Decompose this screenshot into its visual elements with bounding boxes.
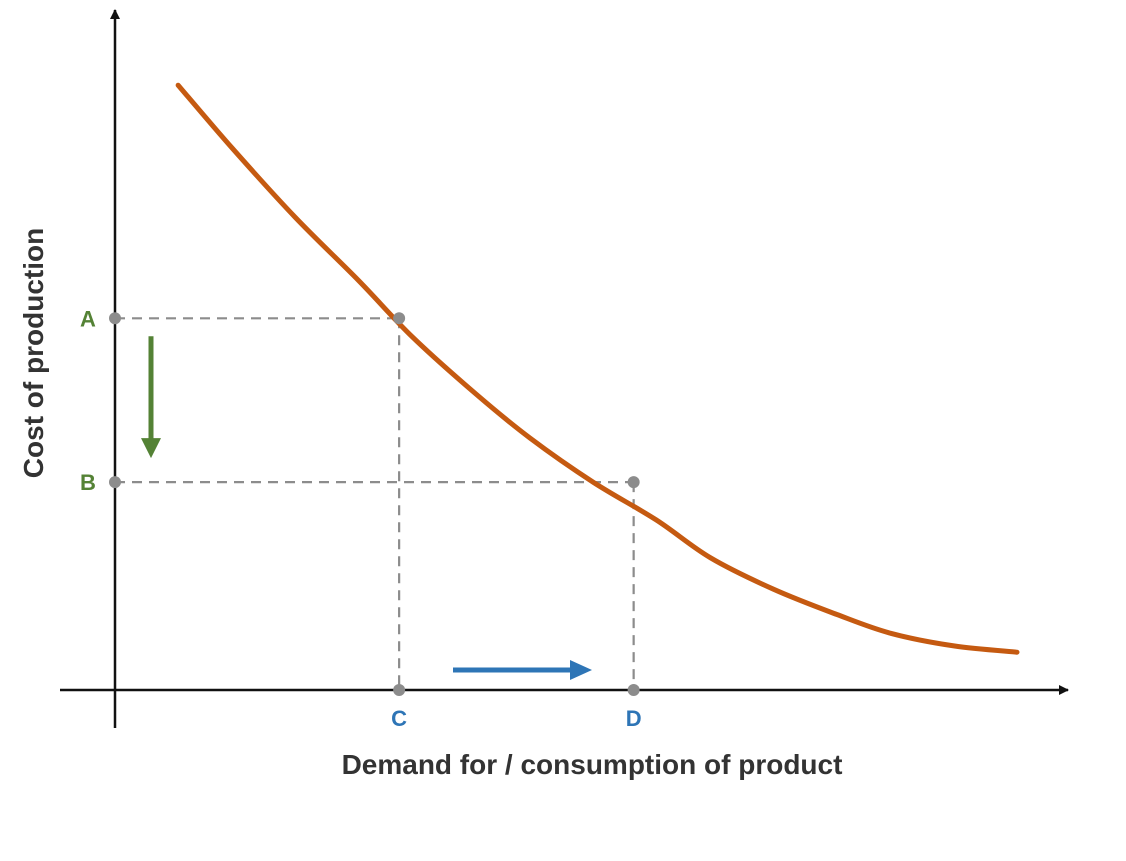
curve-point-bd <box>627 476 640 489</box>
y-axis-point-a <box>109 312 121 325</box>
trend-arrows <box>141 336 592 680</box>
axes <box>60 9 1069 728</box>
y-axis-title: Cost of production <box>18 228 49 478</box>
x-axis-point-c <box>393 684 406 696</box>
x-axis-title: Demand for / consumption of product <box>342 749 843 780</box>
x-marker-label-c: C <box>391 706 407 731</box>
guide-lines <box>115 317 635 690</box>
cost-curve-line <box>175 82 1020 655</box>
demand-increase-arrow-head <box>570 660 592 680</box>
y-marker-label-a: A <box>80 306 96 331</box>
cost-decrease-arrow-head <box>141 438 161 459</box>
curve-point-ac <box>393 312 406 325</box>
y-marker-label-b: B <box>80 470 96 495</box>
x-marker-label-d: D <box>626 706 642 731</box>
y-axis-point-b <box>109 476 121 489</box>
marker-points <box>109 312 640 696</box>
x-axis-point-d <box>627 684 640 696</box>
marker-labels: A B C D <box>80 306 642 731</box>
cost-curve <box>175 82 1020 655</box>
